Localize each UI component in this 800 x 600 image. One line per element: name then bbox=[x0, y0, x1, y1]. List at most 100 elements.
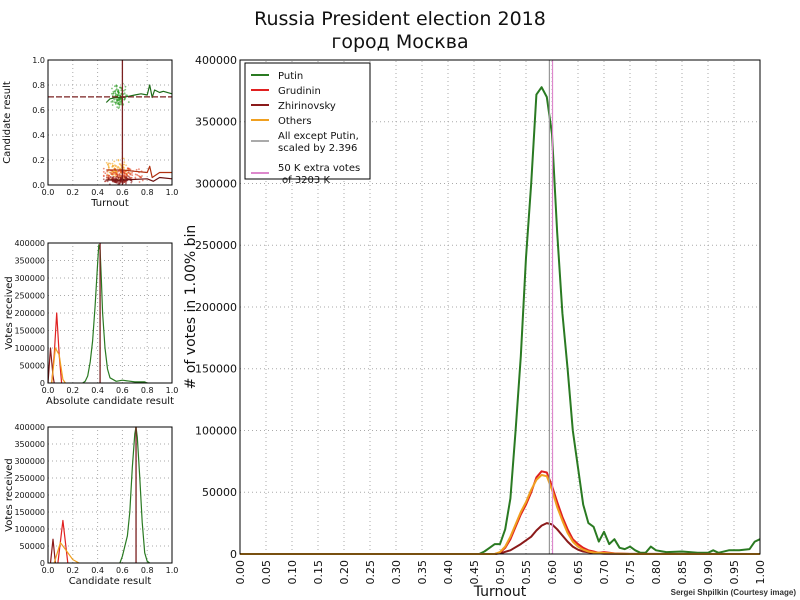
y-tick-label: 0.8 bbox=[32, 81, 45, 90]
scatter-point-grudinin bbox=[123, 174, 126, 176]
x-tick-label: 0.0 bbox=[42, 566, 55, 575]
main-panel: 0.00 0.05 0.10 0.15 0.20 0.25 0.30 0.35 0.40 0.45… bbox=[183, 54, 767, 600]
scatter-point-putin bbox=[117, 91, 120, 94]
y-tick-label: 100000 bbox=[195, 424, 237, 437]
scatter-point-zhirinovsky bbox=[120, 180, 122, 183]
x-axis-label: Absolute candidate result bbox=[46, 396, 174, 407]
x-tick-label: 1.00 bbox=[754, 560, 767, 585]
x-tick-label: 0.15 bbox=[312, 560, 325, 585]
scatter-point-putin bbox=[118, 106, 121, 108]
y-tick-label: 300000 bbox=[14, 274, 45, 283]
x-tick-label: 0.95 bbox=[728, 560, 741, 585]
image-credit: Sergei Shpilkin (Courtesy image) bbox=[670, 588, 796, 597]
scatter-point-others bbox=[116, 167, 119, 169]
y-tick-label: 0 bbox=[40, 559, 45, 568]
scatter-point-putin bbox=[126, 94, 128, 97]
scatter-point-putin bbox=[116, 106, 119, 109]
x-tick-label: 0.2 bbox=[66, 188, 79, 197]
plot-frame bbox=[47, 242, 173, 384]
scatter-point-zhirinovsky bbox=[119, 177, 122, 179]
scatter-point-grudinin bbox=[108, 175, 111, 177]
scatter-point-grudinin bbox=[102, 167, 105, 170]
scatter-point-zhirinovsky bbox=[128, 176, 131, 179]
scatter-point-grudinin bbox=[120, 170, 123, 173]
y-tick-label: 350000 bbox=[195, 116, 237, 129]
scatter-point-putin bbox=[117, 93, 120, 96]
scatter-point-grudinin bbox=[109, 172, 112, 174]
y-tick-label: 50000 bbox=[20, 542, 45, 551]
scatter-point-zhirinovsky bbox=[115, 176, 117, 179]
scatter-point-putin bbox=[112, 92, 115, 94]
scatter-point-grudinin bbox=[102, 174, 105, 177]
y-tick-label: 150000 bbox=[14, 508, 45, 517]
y-axis-label: Candidate result bbox=[2, 81, 13, 164]
scatter-point-putin bbox=[117, 102, 120, 104]
scatter-point-grudinin bbox=[134, 173, 137, 176]
scatter-point-others bbox=[118, 163, 121, 165]
legend-label: 50 K extra votes bbox=[278, 163, 360, 174]
x-tick-label: 0.25 bbox=[364, 560, 377, 585]
x-tick-label: 0.80 bbox=[650, 560, 663, 585]
y-tick-label: 100000 bbox=[14, 344, 45, 353]
scatter-point-putin bbox=[119, 100, 121, 103]
absolute-panel: 0.0 0.2 0.4 0.6 0.8 1.0 0 50000 100000 150000 2000… bbox=[4, 239, 178, 407]
y-tick-label: 0.6 bbox=[32, 106, 45, 115]
scatter-point-zhirinovsky bbox=[130, 180, 133, 183]
scatter-point-others bbox=[114, 165, 117, 168]
scatter-point-putin bbox=[112, 101, 114, 103]
scatter-point-zhirinovsky bbox=[102, 178, 105, 181]
x-tick-label: 0.35 bbox=[416, 560, 429, 585]
scatter-point-grudinin bbox=[105, 174, 108, 177]
chart-title: Russia President election 2018 bbox=[254, 8, 546, 30]
x-tick-label: 0.6 bbox=[116, 188, 129, 197]
x-tick-label: 0.4 bbox=[91, 188, 104, 197]
scatter-point-zhirinovsky bbox=[111, 177, 114, 179]
scatter-point-putin bbox=[115, 88, 118, 90]
scatter-point-grudinin bbox=[131, 171, 133, 174]
scatter-point-grudinin bbox=[125, 172, 128, 175]
scatter-point-putin bbox=[124, 97, 127, 100]
y-tick-label: 0.2 bbox=[32, 156, 45, 165]
scatter-point-zhirinovsky bbox=[125, 182, 127, 185]
scatter-point-grudinin bbox=[138, 168, 140, 171]
scatter-point-others bbox=[113, 160, 116, 163]
y-tick-label: 150000 bbox=[14, 326, 45, 335]
scatter-point-others bbox=[109, 162, 112, 165]
scatter-point-grudinin bbox=[117, 170, 120, 173]
scatter-point-putin bbox=[110, 92, 113, 95]
series-line-putin bbox=[82, 244, 148, 384]
x-tick-label: 0.6 bbox=[116, 386, 129, 395]
x-tick-label: 0.20 bbox=[338, 560, 351, 585]
scatter-point-grudinin bbox=[131, 174, 134, 177]
scatter-point-grudinin bbox=[104, 172, 107, 175]
scatter-point-others bbox=[122, 157, 125, 160]
scatter-point-grudinin bbox=[129, 168, 132, 171]
x-tick-label: 1.0 bbox=[166, 386, 179, 395]
y-tick-label: 200000 bbox=[14, 491, 45, 500]
scatter-point-others bbox=[111, 162, 114, 165]
y-tick-label: 300000 bbox=[14, 457, 45, 466]
legend-label: Grudinin bbox=[278, 86, 321, 97]
scatter-point-zhirinovsky bbox=[105, 176, 108, 179]
scatter-point-others bbox=[120, 164, 123, 167]
x-tick-label: 0.05 bbox=[260, 560, 273, 585]
scatter-point-grudinin bbox=[136, 174, 139, 176]
x-tick-label: 0.60 bbox=[546, 560, 559, 585]
y-tick-label: 250000 bbox=[195, 239, 237, 252]
x-tick-label: 0.30 bbox=[390, 560, 403, 585]
y-axis-label: # of votes in 1.00% bin bbox=[183, 225, 199, 390]
series-line-others bbox=[51, 347, 66, 384]
scatter-point-grudinin bbox=[119, 171, 122, 174]
scatter-point-zhirinovsky bbox=[104, 180, 106, 183]
scatter-point-putin bbox=[122, 93, 125, 96]
x-tick-label: 0.65 bbox=[572, 560, 585, 585]
y-tick-label: 0 bbox=[230, 548, 237, 561]
legend-label: scaled by 2.396 bbox=[278, 143, 357, 154]
scatter-point-grudinin bbox=[129, 173, 132, 175]
x-tick-label: 0.50 bbox=[494, 560, 507, 585]
legend-label: Zhirinovsky bbox=[278, 101, 336, 112]
y-tick-label: 200000 bbox=[195, 301, 237, 314]
scatter-point-grudinin bbox=[124, 172, 126, 175]
x-tick-label: 0.6 bbox=[116, 566, 129, 575]
scatter-point-putin bbox=[119, 86, 122, 89]
